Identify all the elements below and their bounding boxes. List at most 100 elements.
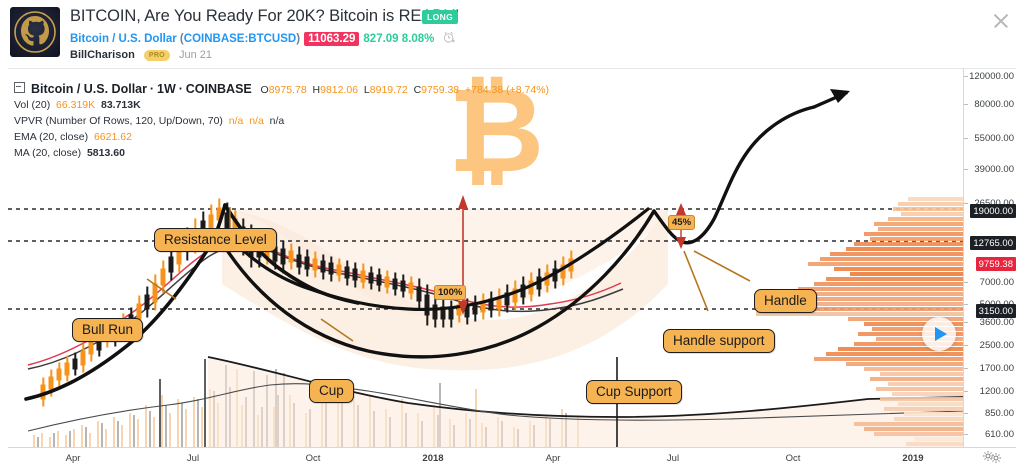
price-axis-settings-gear-icon[interactable] xyxy=(982,449,994,467)
cup-lower-curve xyxy=(221,209,656,359)
symbol-code-wrap: (COINBASE:BTCUSD) xyxy=(180,33,300,45)
legend-low-key: L xyxy=(363,84,370,96)
price-label: 3600.00 xyxy=(979,317,1014,328)
legend-vpvr-label[interactable]: VPVR (Number Of Rows, 120, Up/Down, 70) xyxy=(14,115,223,127)
bull-run-leader xyxy=(146,278,177,300)
legend-volume-label[interactable]: Vol (20) xyxy=(14,99,51,111)
legend-vpvr-row: VPVR (Number Of Rows, 120, Up/Down, 70) … xyxy=(14,113,549,129)
price-tick xyxy=(964,391,968,392)
symbol-line: Bitcoin / U.S. Dollar (COINBASE:BTCUSD) 1… xyxy=(70,31,456,47)
price-label: 1200.00 xyxy=(979,386,1014,397)
price-tick xyxy=(964,322,968,323)
volume-ma-line xyxy=(27,383,963,432)
legend-exchange: COINBASE xyxy=(185,82,252,96)
alarm-clock-add-icon[interactable] xyxy=(443,31,456,47)
handle-leader xyxy=(693,250,751,282)
legend-volume-value-2: 83.713K xyxy=(101,99,141,111)
breakout-arrow-head xyxy=(830,89,850,103)
price-label: 1700.00 xyxy=(979,363,1014,374)
legend-ema-row: EMA (20, close) 6621.62 xyxy=(14,129,549,145)
play-button[interactable] xyxy=(922,317,956,351)
volume-subpanel xyxy=(27,356,963,447)
idea-header: BITCOIN, Are You Ready For 20K? Bitcoin … xyxy=(0,0,1024,66)
close-icon[interactable] xyxy=(990,10,1012,32)
time-label: Oct xyxy=(305,453,321,464)
time-axis-settings-gear-icon[interactable] xyxy=(990,451,1002,469)
price-label-cup-support: 3150.00 xyxy=(975,304,1016,318)
legend-main-row: Bitcoin / U.S. Dollar · 1W · COINBASE O8… xyxy=(14,81,549,97)
legend-sep2: · xyxy=(178,82,183,96)
annotation-bull-run[interactable]: Bull Run xyxy=(72,318,144,342)
price-label: 2500.00 xyxy=(979,340,1014,351)
price-tick xyxy=(964,413,968,414)
annotation-cup-support[interactable]: Cup Support xyxy=(586,380,682,404)
annotation-handle[interactable]: Handle xyxy=(754,289,817,313)
legend-interval[interactable]: 1W xyxy=(157,82,176,96)
legend-ma-value: 5813.60 xyxy=(86,147,125,159)
handle-depth-arrow-head-down xyxy=(676,237,686,249)
author-name[interactable]: BillCharison xyxy=(70,49,135,61)
annotation-resistance-level[interactable]: Resistance Level xyxy=(154,228,277,252)
price-label: 39000.00 xyxy=(974,164,1014,175)
legend-high-key: H xyxy=(312,84,321,96)
lion-avatar-icon xyxy=(14,11,56,53)
legend-ema-value: 6621.62 xyxy=(93,131,132,143)
volume-ma-envelope xyxy=(207,356,963,418)
handle-depth-arrow-head-up xyxy=(676,203,686,215)
publish-date: Jun 21 xyxy=(179,49,213,61)
legend-low-value: 8919.72 xyxy=(369,84,408,96)
price-tick xyxy=(964,138,968,139)
legend-ema-label[interactable]: EMA (20, close) xyxy=(14,131,89,143)
price-tick xyxy=(964,203,968,204)
volume-profile xyxy=(756,197,963,446)
price-label: 26500.00 xyxy=(974,198,1014,209)
price-axis[interactable]: 120000.00 80000.00 55000.00 39000.00 265… xyxy=(963,69,1017,461)
price-label: 80000.00 xyxy=(974,99,1014,110)
legend-sep1: · xyxy=(149,82,155,96)
legend-open-key: O xyxy=(260,84,269,96)
legend-close-value: 9759.38 xyxy=(421,84,460,96)
avatar[interactable] xyxy=(10,7,60,57)
time-label: 2018 xyxy=(422,453,444,464)
legend-open-value: 8975.78 xyxy=(268,84,307,96)
cup-leader xyxy=(320,318,354,342)
pro-badge: PRO xyxy=(143,50,170,61)
symbol-name[interactable]: Bitcoin / U.S. Dollar xyxy=(70,33,177,45)
page-title: BITCOIN, Are You Ready For 20K? Bitcoin … xyxy=(70,7,460,25)
legend-high-value: 9812.06 xyxy=(320,84,359,96)
price-tick xyxy=(964,368,968,369)
price-tick xyxy=(964,345,968,346)
cup-depth-tag[interactable]: 100% xyxy=(434,285,467,300)
symbol-code[interactable]: COINBASE:BTCUSD xyxy=(183,33,297,45)
handle-depth-tag[interactable]: 45% xyxy=(668,215,696,230)
chart-plot-area[interactable]: ₿ xyxy=(8,69,963,447)
time-label: 2019 xyxy=(902,453,924,464)
legend-instrument[interactable]: Bitcoin / U.S. Dollar xyxy=(31,82,147,96)
annotation-cup[interactable]: Cup xyxy=(309,379,354,403)
time-axis[interactable]: Apr Jul Oct 2018 Apr Jul Oct 2019 Apr Ju… xyxy=(8,447,1016,470)
time-label: Jul xyxy=(186,453,200,464)
price-label-resistance: 19000.00 xyxy=(970,204,1016,218)
play-icon xyxy=(935,327,947,341)
collapse-icon[interactable] xyxy=(14,82,25,93)
status-badge: LONG xyxy=(422,10,459,24)
legend-vpvr-value-3: n/a xyxy=(269,115,285,127)
legend-volume-value-1: 66.319K xyxy=(56,99,96,111)
legend-ma-label[interactable]: MA (20, close) xyxy=(14,147,82,159)
legend-change: +784.38 (+8.74%) xyxy=(464,84,550,96)
chart-legend: Bitcoin / U.S. Dollar · 1W · COINBASE O8… xyxy=(14,81,549,161)
price-tick xyxy=(964,169,968,170)
author-line: BillCharison PRO Jun 21 xyxy=(70,49,212,61)
legend-vpvr-value-1: n/a xyxy=(228,115,244,127)
price-label: 610.00 xyxy=(984,429,1014,440)
price-label-handle-support: 12765.00 xyxy=(970,236,1016,250)
cup-depth-arrow-head-up xyxy=(458,195,468,209)
price-tick xyxy=(964,76,968,77)
change-absolute: 827.09 xyxy=(363,33,399,45)
annotation-handle-support[interactable]: Handle support xyxy=(663,329,775,353)
cup-depth-arrow-head-down xyxy=(458,301,468,315)
price-tick xyxy=(964,304,968,305)
legend-volume-row: Vol (20) 66.319K 83.713K xyxy=(14,97,549,113)
price-label-last: 9759.38 xyxy=(975,257,1016,271)
